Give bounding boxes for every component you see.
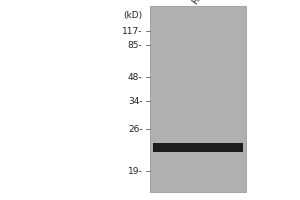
Text: 48-: 48- [128, 72, 142, 82]
Text: (kD): (kD) [123, 11, 142, 20]
Text: 19-: 19- [128, 166, 142, 176]
Text: He1a: He1a [190, 0, 211, 6]
Text: 34-: 34- [128, 97, 142, 106]
Bar [153, 142, 243, 152]
Bar [150, 6, 246, 192]
Text: 26-: 26- [128, 124, 142, 134]
Text: 85-: 85- [128, 40, 142, 49]
Text: 117-: 117- [122, 26, 142, 36]
